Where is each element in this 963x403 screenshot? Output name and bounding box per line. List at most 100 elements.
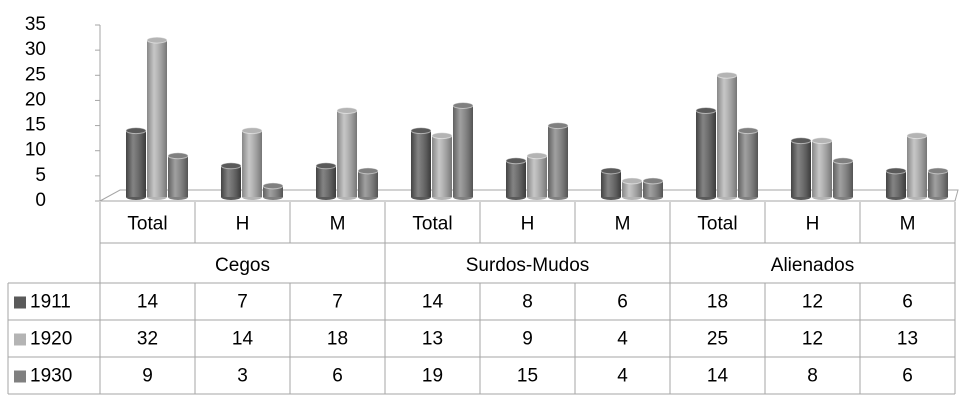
- bar-top: [526, 152, 548, 160]
- table-cell: 14: [137, 292, 159, 313]
- table-cell: 4: [617, 329, 628, 350]
- x-tick-label: M: [330, 214, 346, 235]
- x-tick-label: H: [521, 214, 535, 235]
- bar: [600, 167, 622, 200]
- bar: [220, 162, 242, 200]
- bar: [906, 132, 928, 200]
- bar-shine: [432, 135, 452, 197]
- bar: [262, 182, 284, 200]
- bar: [431, 132, 453, 200]
- bar: [885, 167, 907, 200]
- bar-top: [315, 162, 337, 170]
- bar: [832, 157, 854, 200]
- legend-label: 1911: [30, 292, 71, 313]
- bar-shine: [527, 155, 547, 197]
- bar-top: [811, 137, 833, 145]
- bar-top: [431, 132, 453, 140]
- x-tick-label: Total: [697, 214, 737, 235]
- x-tick-label: M: [900, 214, 916, 235]
- bar-top: [790, 137, 812, 145]
- table-cell: 14: [232, 329, 254, 350]
- bar-shine: [643, 180, 663, 197]
- table-cell: 12: [802, 329, 823, 350]
- bar: [716, 71, 738, 200]
- table-cell: 8: [522, 292, 533, 313]
- table-cell: 8: [807, 366, 818, 387]
- bar-top: [832, 157, 854, 165]
- table-cell: 18: [707, 292, 728, 313]
- bar-shine: [316, 165, 336, 197]
- table-cell: 4: [617, 366, 628, 387]
- bar: [505, 157, 527, 200]
- bar-top: [167, 152, 189, 160]
- bar-top: [695, 106, 717, 114]
- bar: [357, 167, 379, 200]
- bar-shine: [263, 185, 283, 197]
- x-tick-label: Total: [127, 214, 167, 235]
- legend-label: 1930: [30, 366, 72, 387]
- bar-shine: [221, 165, 241, 197]
- table-cell: 13: [897, 329, 918, 350]
- bar-top: [716, 71, 738, 79]
- bar-shine: [928, 170, 948, 197]
- table-cell: 6: [902, 292, 913, 313]
- legend-swatch: [14, 370, 26, 383]
- legend-swatch: [14, 333, 26, 346]
- bar: [526, 152, 548, 200]
- bar-top: [146, 36, 168, 44]
- table-cell: 14: [707, 366, 729, 387]
- table-cell: 6: [332, 366, 343, 387]
- bar: [410, 127, 432, 200]
- bar: [452, 101, 474, 200]
- y-tick-label: 35: [25, 14, 46, 35]
- bar-shine: [696, 110, 716, 197]
- y-tick-label: 30: [25, 39, 46, 60]
- bar-top: [336, 106, 358, 114]
- bar: [621, 177, 643, 200]
- bar-top: [906, 132, 928, 140]
- table-cell: 9: [142, 366, 153, 387]
- y-tick-label: 20: [25, 89, 46, 110]
- bar-top: [262, 182, 284, 190]
- table-cell: 32: [137, 329, 158, 350]
- y-tick-label: 25: [25, 64, 46, 85]
- bar-shine: [358, 170, 378, 197]
- bar-shine: [833, 160, 853, 197]
- bar: [146, 36, 168, 200]
- bar: [790, 137, 812, 200]
- category-group-label: Surdos-Mudos: [466, 255, 590, 276]
- bar: [547, 122, 569, 200]
- table-cell: 7: [332, 292, 343, 313]
- y-tick-label: 15: [25, 115, 46, 136]
- bar-top: [600, 167, 622, 175]
- bar-top: [357, 167, 379, 175]
- bar-top: [885, 167, 907, 175]
- y-tick-label: 0: [35, 190, 46, 211]
- bar-shine: [622, 180, 642, 197]
- x-tick-label: Total: [412, 214, 452, 235]
- bar-shine: [717, 75, 737, 197]
- bar: [125, 127, 147, 200]
- bar-shine: [812, 140, 832, 197]
- table-cell: 13: [422, 329, 443, 350]
- bar-top: [220, 162, 242, 170]
- bar-shine: [886, 170, 906, 197]
- bar: [642, 177, 664, 200]
- bar-shine: [147, 40, 167, 198]
- table-cell: 7: [237, 292, 248, 313]
- bar-shine: [453, 105, 473, 197]
- table-cell: 14: [422, 292, 444, 313]
- bar: [167, 152, 189, 200]
- bar-top: [737, 127, 759, 135]
- table-cell: 25: [707, 329, 728, 350]
- table-cell: 15: [517, 366, 538, 387]
- bar-shine: [791, 140, 811, 197]
- bar-shine: [126, 130, 146, 197]
- table-cell: 6: [617, 292, 628, 313]
- bar: [695, 106, 717, 200]
- bar: [811, 137, 833, 200]
- table-cell: 9: [522, 329, 533, 350]
- y-tick-label: 5: [35, 165, 46, 186]
- bar-shine: [506, 160, 526, 197]
